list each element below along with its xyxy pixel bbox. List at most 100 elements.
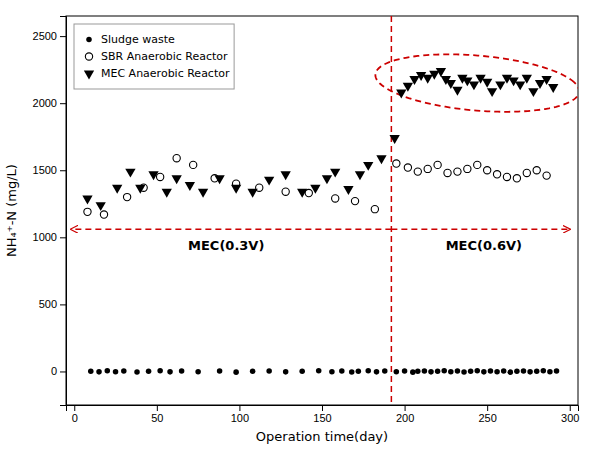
tick-mark [239, 405, 240, 411]
legend-frame [74, 24, 234, 89]
point [523, 169, 530, 176]
point [415, 368, 421, 374]
point [374, 369, 380, 375]
point [371, 206, 378, 213]
point [283, 369, 289, 375]
point [543, 172, 550, 179]
point [508, 369, 514, 375]
point [264, 177, 274, 186]
point [247, 189, 257, 198]
tick-mark [74, 405, 75, 411]
marks [71, 16, 578, 405]
tick-label: 100 [231, 412, 249, 424]
tick-mark [570, 405, 571, 411]
point [198, 189, 208, 198]
point [217, 368, 223, 374]
point [434, 161, 441, 168]
point [214, 175, 224, 184]
plot: 05010015020025030005001000150020002500ME… [33, 16, 580, 424]
point [146, 368, 152, 374]
point [134, 369, 140, 375]
point [533, 167, 540, 174]
tick-label: 1500 [33, 164, 57, 176]
point [332, 195, 339, 202]
point [355, 171, 365, 180]
legend-label: Sludge waste [101, 33, 175, 46]
point [121, 368, 127, 374]
tick-label: 2000 [33, 97, 57, 109]
point [484, 167, 491, 174]
point [501, 368, 507, 374]
point [527, 369, 533, 375]
tick-mark [60, 103, 66, 104]
point [481, 369, 487, 375]
point [157, 368, 163, 374]
point [436, 68, 446, 77]
tick-mark [60, 36, 66, 37]
tick: 50 [151, 405, 163, 424]
point [363, 162, 373, 171]
point [282, 188, 289, 195]
point [474, 161, 481, 168]
tick-mark [322, 405, 323, 411]
point [231, 185, 241, 194]
point [452, 87, 462, 96]
point [172, 175, 182, 184]
point [534, 368, 540, 374]
point [464, 165, 471, 172]
point [455, 368, 461, 374]
point [541, 368, 547, 374]
point [316, 368, 322, 374]
tick-mark [487, 405, 488, 411]
point [522, 75, 532, 84]
point [528, 88, 538, 97]
point [96, 202, 106, 211]
point [123, 193, 130, 200]
point [535, 80, 545, 89]
point [125, 169, 135, 178]
point [461, 369, 467, 375]
legend-symbol [85, 53, 92, 60]
legend-item: SBR Anaerobic Reactor [85, 50, 228, 63]
tick-mark [60, 371, 66, 372]
point [156, 173, 163, 180]
point [495, 81, 505, 90]
point [548, 84, 558, 93]
tick: 200 [396, 405, 414, 424]
point [190, 161, 197, 168]
point [105, 368, 111, 374]
point [494, 369, 500, 375]
point [173, 155, 180, 162]
annotation: MEC(0.6V) [446, 238, 522, 253]
point [356, 368, 362, 374]
ellipse [375, 54, 578, 111]
point [167, 369, 173, 375]
point [299, 368, 305, 374]
y-axis: 05001000150020002500 [33, 17, 67, 406]
series [88, 368, 559, 375]
point [515, 81, 525, 90]
point [100, 211, 107, 218]
point [513, 175, 520, 182]
legend-symbol [86, 37, 92, 43]
point [487, 88, 497, 97]
tick-label: 2500 [33, 30, 57, 42]
point [429, 71, 439, 80]
tick: 500 [39, 298, 66, 310]
point [96, 369, 102, 375]
tick-mark [60, 170, 66, 171]
point [84, 208, 91, 215]
point [454, 168, 461, 175]
point [547, 369, 553, 375]
point [541, 76, 551, 85]
point [402, 368, 408, 374]
legend-symbol [84, 71, 94, 80]
tick-mark [60, 237, 66, 238]
tick: 2000 [33, 97, 66, 109]
arrow [391, 229, 569, 231]
tick: 100 [231, 405, 249, 424]
point [404, 164, 411, 171]
point [394, 369, 400, 375]
point [310, 185, 320, 194]
point [474, 368, 480, 374]
